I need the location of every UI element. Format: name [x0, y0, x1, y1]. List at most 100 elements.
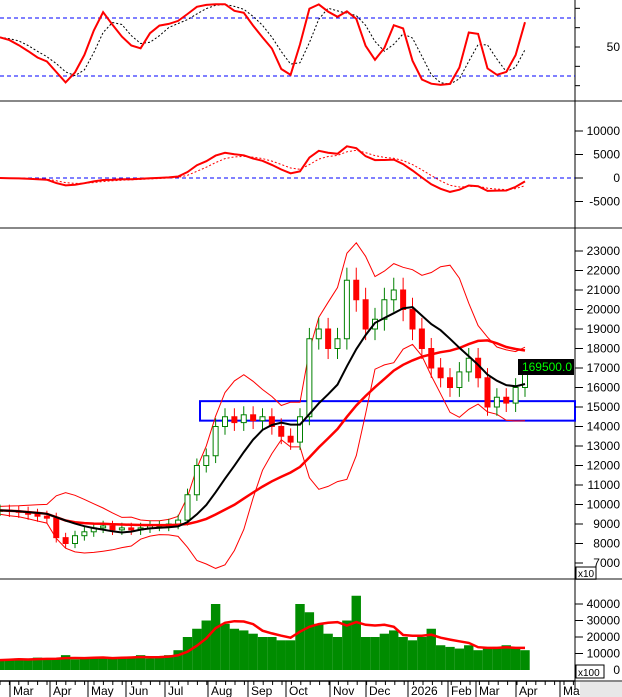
volume-bar [32, 657, 43, 670]
volume-bar [70, 659, 80, 670]
candle-body [72, 535, 78, 545]
month-label: May [91, 684, 114, 697]
price-tick-label: 14000 [587, 420, 621, 434]
volume-bar [473, 650, 483, 670]
volume-bar [257, 637, 268, 670]
candle-body [212, 426, 219, 457]
volume-bar [220, 623, 230, 670]
candle-body [456, 371, 463, 388]
candle-body [118, 527, 125, 531]
price-tick-label: 22000 [587, 264, 621, 278]
volume-bar [135, 655, 146, 670]
candle-body [203, 455, 210, 466]
volume-bar [182, 637, 193, 670]
volume-bar [295, 604, 305, 670]
month-label: Mar [479, 684, 500, 697]
volume-bar [154, 657, 165, 670]
candle-body [353, 279, 360, 301]
candle-body [222, 416, 228, 427]
volume-bar [267, 637, 277, 670]
macd-line [0, 145, 526, 193]
candle-body [362, 299, 369, 330]
month-label: Mar [13, 684, 34, 697]
volume-tick-label: 20000 [587, 630, 621, 644]
volume-bar [304, 612, 315, 670]
volume-bar [342, 620, 352, 670]
volume-bar [229, 628, 240, 670]
month-label: Jul [168, 684, 183, 697]
month-label: 2026 [411, 684, 438, 697]
volume-bar [248, 633, 258, 670]
candle-body [315, 328, 322, 340]
price-tick-label: 18000 [587, 342, 621, 356]
volume-bar [4, 659, 15, 670]
volume-bar [464, 645, 474, 670]
volume-bar [89, 657, 99, 670]
volume-bar [501, 645, 511, 670]
volume-bar [210, 604, 221, 670]
volume-bar [389, 630, 399, 670]
candle-body [325, 328, 332, 349]
volume-tick-label: 40000 [587, 597, 621, 611]
price-tick-label: 7000 [593, 556, 620, 570]
volume-bar [98, 656, 108, 670]
volume-multiplier-box [575, 664, 605, 679]
volume-bar [23, 660, 33, 670]
month-label: Feb [451, 684, 472, 697]
volume-bar [117, 657, 127, 670]
volume-tick-label: 10000 [587, 647, 621, 661]
price-tick-label: 13000 [587, 439, 621, 453]
candle-body [43, 515, 50, 519]
price-tick-label: 12000 [587, 459, 621, 473]
volume-bar [239, 630, 249, 670]
macd-tick-label: 0 [613, 171, 620, 185]
month-label: Aug [211, 684, 232, 697]
bollinger-lower-band [0, 343, 526, 569]
multiplier-box [575, 566, 597, 580]
volume-bar [42, 659, 52, 670]
candle-body [259, 416, 266, 422]
stoch-tick-label: 50 [607, 40, 621, 54]
price-tick-label: 17000 [587, 361, 621, 375]
volume-bar [276, 640, 286, 670]
volume-bar [0, 660, 5, 670]
volume-moving-average [0, 619, 525, 662]
volume-tick-label: 0 [613, 663, 620, 677]
price-tick-label: 23000 [587, 244, 621, 258]
candle-body [400, 289, 407, 310]
volume-bar [426, 628, 436, 670]
moving-average-long [0, 339, 526, 527]
volume-bar [398, 637, 408, 670]
volume-bar [370, 637, 380, 670]
volume-bar [407, 640, 418, 670]
candle-body [390, 289, 397, 301]
price-tick-label: 9000 [593, 517, 620, 531]
volume-bar [201, 620, 211, 670]
stoch-k-line [0, 3, 526, 86]
candle-body [428, 348, 435, 369]
moving-average-short [0, 306, 526, 534]
candle-body [268, 416, 275, 427]
volume-bar [482, 648, 493, 670]
price-tick-label: 10000 [587, 498, 621, 512]
volume-bar [445, 646, 455, 670]
price-multiplier-label: x10 [578, 569, 595, 580]
candle-body [512, 387, 519, 404]
candle-body [240, 414, 247, 424]
month-label: Dec [369, 684, 390, 697]
candle-body [447, 377, 453, 388]
last-price-label: 169500.0 [522, 360, 572, 374]
macd-tick-label: 5000 [593, 148, 620, 162]
candle-body [184, 494, 191, 521]
volume-bar [314, 623, 324, 670]
volume-bar [285, 640, 296, 670]
volume-bar [79, 658, 90, 670]
month-label: Sep [251, 684, 273, 697]
volume-bar [51, 658, 61, 670]
macd-signal-line [0, 149, 526, 191]
candle-body [193, 465, 200, 496]
volume-bar [520, 650, 530, 670]
candle-body [250, 414, 257, 422]
volume-bar [14, 658, 24, 670]
